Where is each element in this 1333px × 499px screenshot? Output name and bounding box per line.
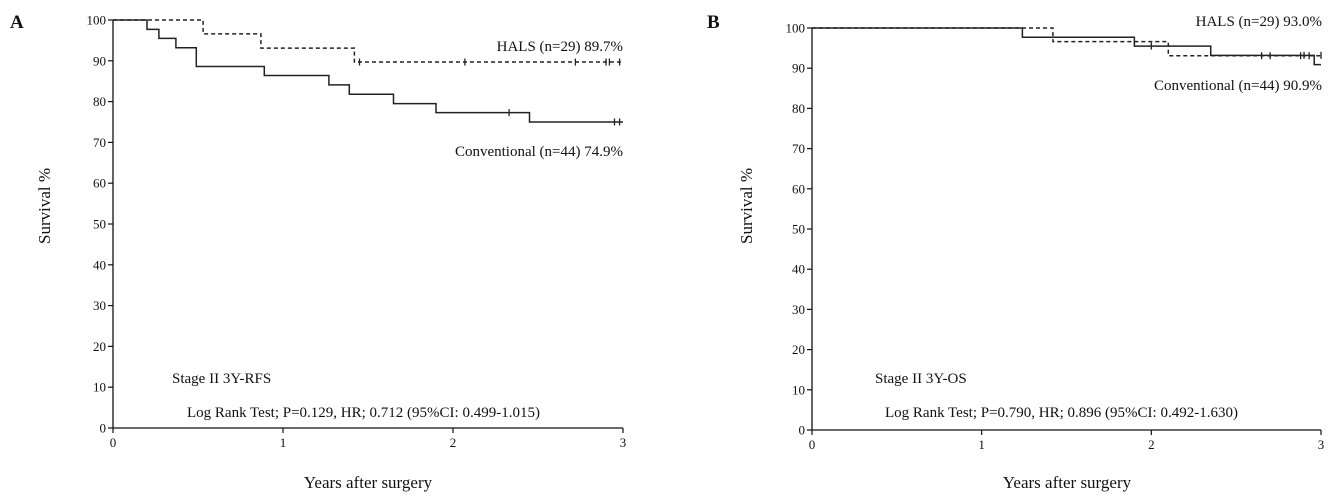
survival-curve-conventional-a [113, 19, 623, 123]
series-label-hals-b: HALS (n=29) 93.0% [1196, 14, 1322, 30]
survival-curve-conventional-b [812, 27, 1321, 66]
series-label-conventional-a: Conventional (n=44) 74.9% [455, 144, 623, 160]
y-tick-label-b: 40 [792, 262, 805, 277]
x-axis-label-a: Years after surgery [304, 473, 433, 492]
y-tick-label-b: 80 [792, 101, 805, 116]
subtitle-b: Stage II 3Y-OS [875, 371, 967, 387]
x-tick-label-b: 2 [1148, 437, 1155, 452]
y-tick-label-a: 70 [93, 135, 106, 150]
y-tick-label-a: 80 [93, 94, 106, 109]
x-tick-label-a: 3 [620, 435, 627, 450]
y-tick-label-b: 0 [799, 423, 806, 438]
y-tick-label-b: 30 [792, 302, 805, 317]
y-tick-label-b: 20 [792, 342, 805, 357]
y-axis-label-a: Survival % [35, 168, 54, 244]
y-tick-label-a: 50 [93, 217, 106, 232]
y-tick-label-b: 60 [792, 181, 805, 196]
y-tick-label-a: 90 [93, 53, 106, 68]
x-tick-label-a: 1 [280, 435, 287, 450]
y-axis-label-b: Survival % [737, 168, 756, 244]
x-tick-label-b: 1 [978, 437, 985, 452]
y-tick-label-b: 10 [792, 382, 805, 397]
y-tick-label-a: 10 [93, 380, 106, 395]
y-tick-label-b: 70 [792, 141, 805, 156]
y-tick-label-a: 60 [93, 176, 106, 191]
x-tick-label-a: 2 [450, 435, 457, 450]
series-label-conventional-b: Conventional (n=44) 90.9% [1154, 78, 1322, 94]
y-tick-label-a: 30 [93, 298, 106, 313]
y-tick-label-a: 0 [100, 421, 107, 436]
panel-a: A Years after surgery Survival % Stage I… [10, 12, 626, 492]
x-tick-label-b: 0 [809, 437, 816, 452]
panel-label-a: A [10, 12, 24, 33]
survival-curve-hals-a [113, 19, 623, 63]
survival-curve-hals-b [812, 27, 1321, 57]
panel-b: B Years after surgery Survival % Stage I… [707, 12, 1324, 492]
x-axis-label-b: Years after surgery [1003, 473, 1132, 492]
y-tick-label-a: 40 [93, 257, 106, 272]
y-tick-label-a: 20 [93, 339, 106, 354]
logrank-text-b: Log Rank Test; P=0.790, HR; 0.896 (95%CI… [885, 405, 1238, 421]
y-tick-label-b: 90 [792, 61, 805, 76]
y-tick-label-b: 50 [792, 222, 805, 237]
series-label-hals-a: HALS (n=29) 89.7% [497, 39, 623, 55]
subtitle-a: Stage II 3Y-RFS [172, 371, 271, 387]
x-tick-label-b: 3 [1318, 437, 1325, 452]
y-tick-label-a: 100 [87, 13, 107, 28]
y-tick-label-b: 100 [786, 21, 806, 36]
logrank-text-a: Log Rank Test; P=0.129, HR; 0.712 (95%CI… [187, 405, 540, 421]
x-tick-label-a: 0 [110, 435, 117, 450]
panel-label-b: B [707, 12, 720, 33]
